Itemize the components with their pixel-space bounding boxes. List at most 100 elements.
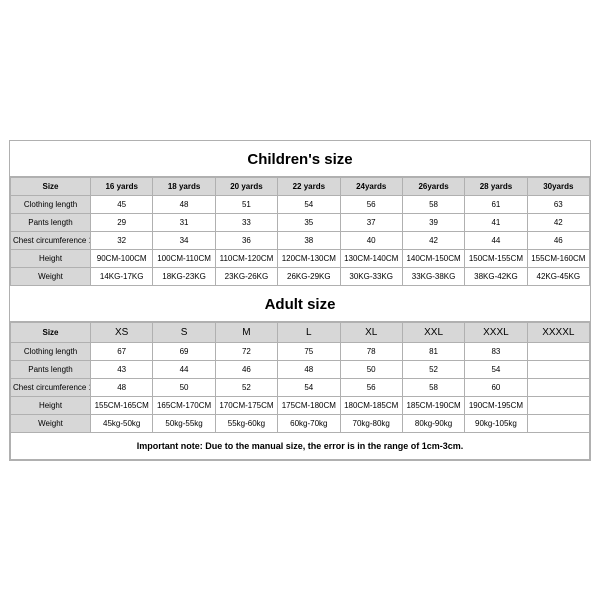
row-label: Height (11, 249, 91, 267)
cell: 56 (340, 378, 402, 396)
cell: 50 (340, 360, 402, 378)
size-chart-frame: Children's size Size 16 yards 18 yards 2… (9, 140, 591, 461)
row-label: Clothing length (11, 342, 91, 360)
col-header: XL (340, 322, 402, 342)
cell: 26KG-29KG (278, 267, 340, 285)
col-header: 18 yards (153, 177, 215, 195)
cell: 44 (153, 360, 215, 378)
cell: 75 (278, 342, 340, 360)
table-row: Chest circumference 1/2 32 34 36 38 40 4… (11, 231, 590, 249)
col-header: 24yards (340, 177, 402, 195)
cell: 48 (91, 378, 153, 396)
cell: 14KG-17KG (91, 267, 153, 285)
cell: 52 (215, 378, 277, 396)
cell: 41 (465, 213, 527, 231)
cell: 48 (153, 195, 215, 213)
table-row: Chest circumference 1/2 48 50 52 54 56 5… (11, 378, 590, 396)
children-title: Children's size (10, 141, 590, 177)
cell: 170CM-175CM (215, 396, 277, 414)
cell: 56 (340, 195, 402, 213)
cell: 23KG-26KG (215, 267, 277, 285)
cell: 37 (340, 213, 402, 231)
cell (527, 378, 589, 396)
col-header: XXL (402, 322, 464, 342)
col-header: M (215, 322, 277, 342)
cell: 30KG-33KG (340, 267, 402, 285)
cell: 150CM-155CM (465, 249, 527, 267)
cell: 42 (527, 213, 589, 231)
row-label: Height (11, 396, 91, 414)
row-label: Chest circumference 1/2 (11, 231, 91, 249)
table-row: Height 155CM-165CM 165CM-170CM 170CM-175… (11, 396, 590, 414)
cell: 33 (215, 213, 277, 231)
col-header: Size (11, 177, 91, 195)
cell: 34 (153, 231, 215, 249)
cell: 69 (153, 342, 215, 360)
table-row: Clothing length 45 48 51 54 56 58 61 63 (11, 195, 590, 213)
cell: 140CM-150CM (402, 249, 464, 267)
cell: 130CM-140CM (340, 249, 402, 267)
cell: 110CM-120CM (215, 249, 277, 267)
adult-header-row: Size XS S M L XL XXL XXXL XXXXL (11, 322, 590, 342)
col-header: Size (11, 322, 91, 342)
cell: 78 (340, 342, 402, 360)
cell: 61 (465, 195, 527, 213)
cell: 45kg-50kg (91, 414, 153, 432)
table-row: Clothing length 67 69 72 75 78 81 83 (11, 342, 590, 360)
row-label: Pants length (11, 360, 91, 378)
cell: 72 (215, 342, 277, 360)
table-row: Pants length 29 31 33 35 37 39 41 42 (11, 213, 590, 231)
cell: 38KG-42KG (465, 267, 527, 285)
cell: 51 (215, 195, 277, 213)
col-header: XS (91, 322, 153, 342)
cell: 18KG-23KG (153, 267, 215, 285)
cell: 43 (91, 360, 153, 378)
row-label: Clothing length (11, 195, 91, 213)
table-row: Weight 45kg-50kg 50kg-55kg 55kg-60kg 60k… (11, 414, 590, 432)
row-label: Chest circumference 1/2 (11, 378, 91, 396)
col-header: XXXL (465, 322, 527, 342)
cell: 58 (402, 195, 464, 213)
row-label: Weight (11, 414, 91, 432)
cell: 90kg-105kg (465, 414, 527, 432)
cell: 48 (278, 360, 340, 378)
col-header: 30yards (527, 177, 589, 195)
cell: 35 (278, 213, 340, 231)
cell: 60kg-70kg (278, 414, 340, 432)
cell: 175CM-180CM (278, 396, 340, 414)
cell: 42 (402, 231, 464, 249)
cell: 29 (91, 213, 153, 231)
cell: 80kg-90kg (402, 414, 464, 432)
cell: 42KG-45KG (527, 267, 589, 285)
cell (527, 414, 589, 432)
cell: 54 (278, 378, 340, 396)
cell: 32 (91, 231, 153, 249)
col-header: 28 yards (465, 177, 527, 195)
cell (527, 396, 589, 414)
cell: 40 (340, 231, 402, 249)
cell: 55kg-60kg (215, 414, 277, 432)
table-row: Weight 14KG-17KG 18KG-23KG 23KG-26KG 26K… (11, 267, 590, 285)
cell: 70kg-80kg (340, 414, 402, 432)
col-header: S (153, 322, 215, 342)
cell: 50kg-55kg (153, 414, 215, 432)
cell: 120CM-130CM (278, 249, 340, 267)
cell: 46 (215, 360, 277, 378)
cell: 36 (215, 231, 277, 249)
col-header: 20 yards (215, 177, 277, 195)
row-label: Weight (11, 267, 91, 285)
cell: 190CM-195CM (465, 396, 527, 414)
cell: 81 (402, 342, 464, 360)
table-row: Height 90CM-100CM 100CM-110CM 110CM-120C… (11, 249, 590, 267)
cell: 60 (465, 378, 527, 396)
adult-title: Adult size (10, 286, 590, 322)
cell: 46 (527, 231, 589, 249)
col-header: XXXXL (527, 322, 589, 342)
cell: 31 (153, 213, 215, 231)
cell: 90CM-100CM (91, 249, 153, 267)
children-header-row: Size 16 yards 18 yards 20 yards 22 yards… (11, 177, 590, 195)
cell: 39 (402, 213, 464, 231)
col-header: 22 yards (278, 177, 340, 195)
cell (527, 342, 589, 360)
cell: 100CM-110CM (153, 249, 215, 267)
